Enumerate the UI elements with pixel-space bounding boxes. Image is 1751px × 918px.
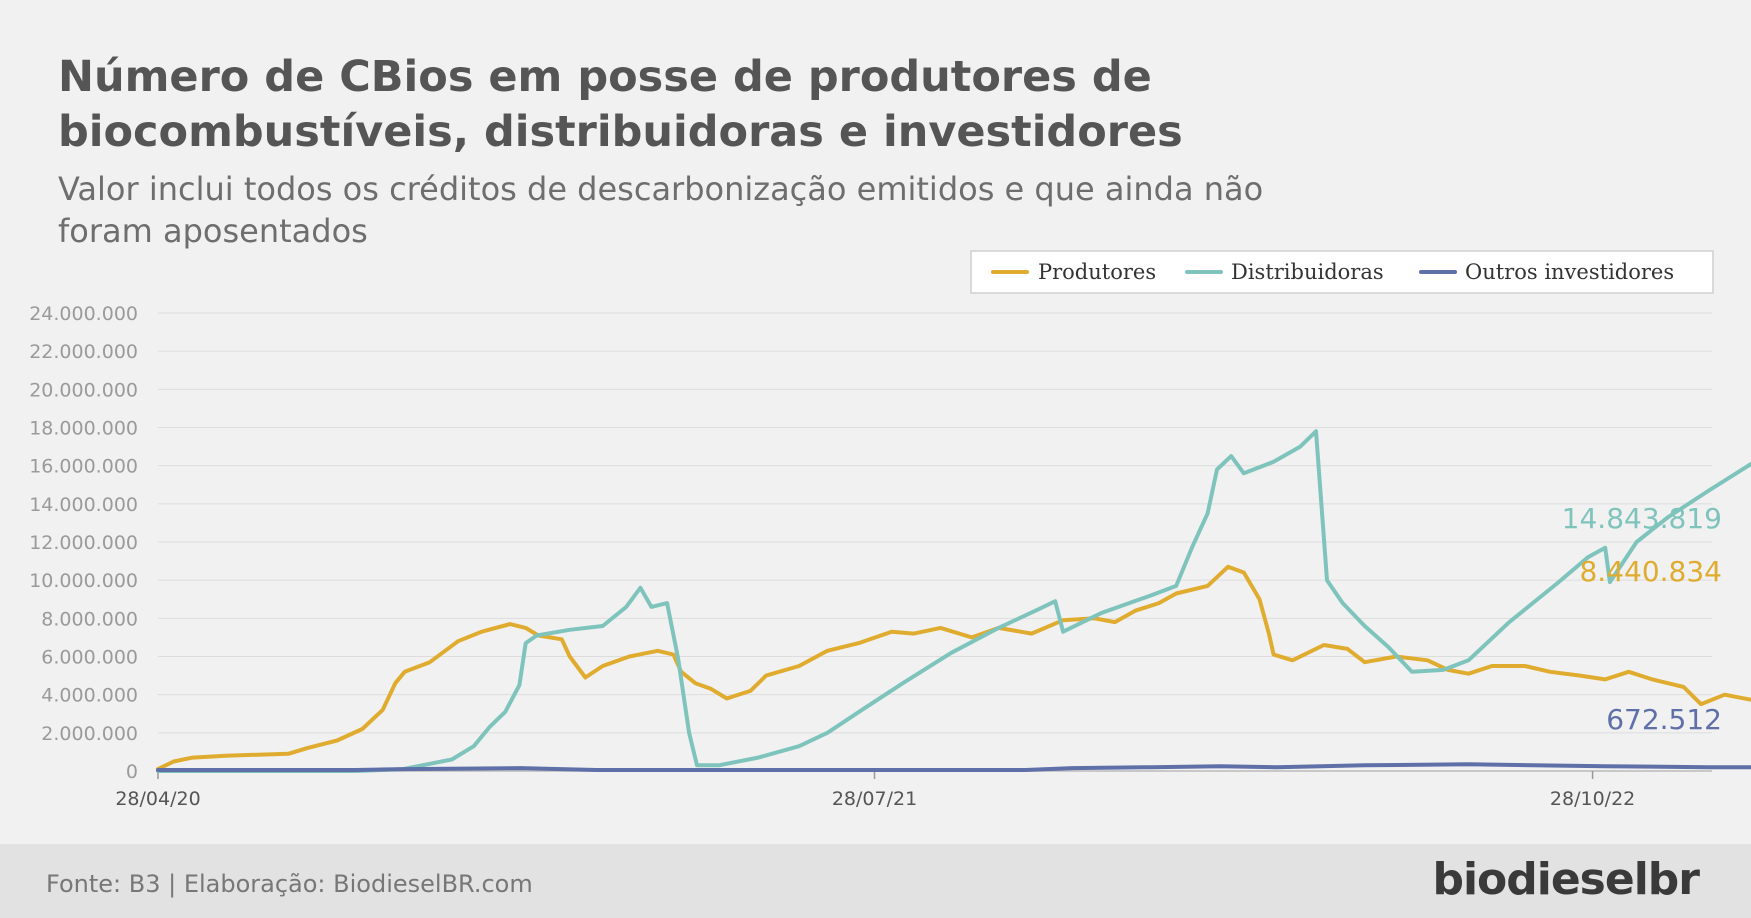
footer-source: Fonte: B3 | Elaboração: BiodieselBR.com xyxy=(46,870,533,898)
series-line-produtores xyxy=(156,564,1751,772)
y-tick-label: 4.000.000 xyxy=(41,685,138,707)
y-tick-label: 0 xyxy=(126,761,138,783)
end-labels: 8.440.834 14.843.819 672.512 xyxy=(1562,502,1722,736)
chart-subtitle: Valor inclui todos os créditos de descar… xyxy=(58,170,1264,250)
line-chart: Produtores Distribuidoras Outros investido… xyxy=(29,250,1751,810)
y-tick-label: 6.000.000 xyxy=(41,647,138,669)
y-tick-label: 24.000.000 xyxy=(29,303,138,325)
y-tick-label: 10.000.000 xyxy=(29,570,138,592)
legend-label: Outros investidores xyxy=(1465,260,1674,284)
y-axis: 0 2.000.000 4.000.000 6.000.000 8.000.000 10.… xyxy=(29,303,138,783)
y-tick-label: 22.000.000 xyxy=(29,341,138,363)
x-axis: 28/04/20 28/07/21 28/10/22 xyxy=(115,771,1635,810)
end-value-label: 14.843.819 xyxy=(1562,502,1722,535)
series-layer xyxy=(156,429,1751,773)
grid-lines xyxy=(158,312,1712,772)
legend-box xyxy=(970,250,1714,294)
y-tick-label: 18.000.000 xyxy=(29,418,138,440)
x-tick-label: 28/10/22 xyxy=(1550,788,1635,810)
legend-label: Produtores xyxy=(1038,260,1156,284)
series-line-outros-investidores xyxy=(156,762,1751,772)
y-tick-label: 20.000.000 xyxy=(29,379,138,401)
y-tick-label: 16.000.000 xyxy=(29,456,138,478)
legend-label: Distribuidoras xyxy=(1231,260,1384,284)
series-line-distribuidoras xyxy=(156,429,1751,773)
chart-title: Número de CBios em posse de produtores d… xyxy=(58,52,1183,157)
x-tick-label: 28/04/20 xyxy=(115,788,200,810)
footer: Fonte: B3 | Elaboração: BiodieselBR.com … xyxy=(0,844,1751,918)
x-tick-label: 28/07/21 xyxy=(832,788,917,810)
end-value-label: 672.512 xyxy=(1606,703,1722,736)
y-tick-label: 12.000.000 xyxy=(29,532,138,554)
biodieselbr-logo: biodieselbr xyxy=(1432,854,1700,905)
legend: Produtores Distribuidoras Outros investido… xyxy=(970,250,1714,294)
y-tick-label: 2.000.000 xyxy=(41,723,138,745)
y-tick-label: 14.000.000 xyxy=(29,494,138,516)
y-tick-label: 8.000.000 xyxy=(41,608,138,630)
end-value-label: 8.440.834 xyxy=(1579,555,1722,588)
